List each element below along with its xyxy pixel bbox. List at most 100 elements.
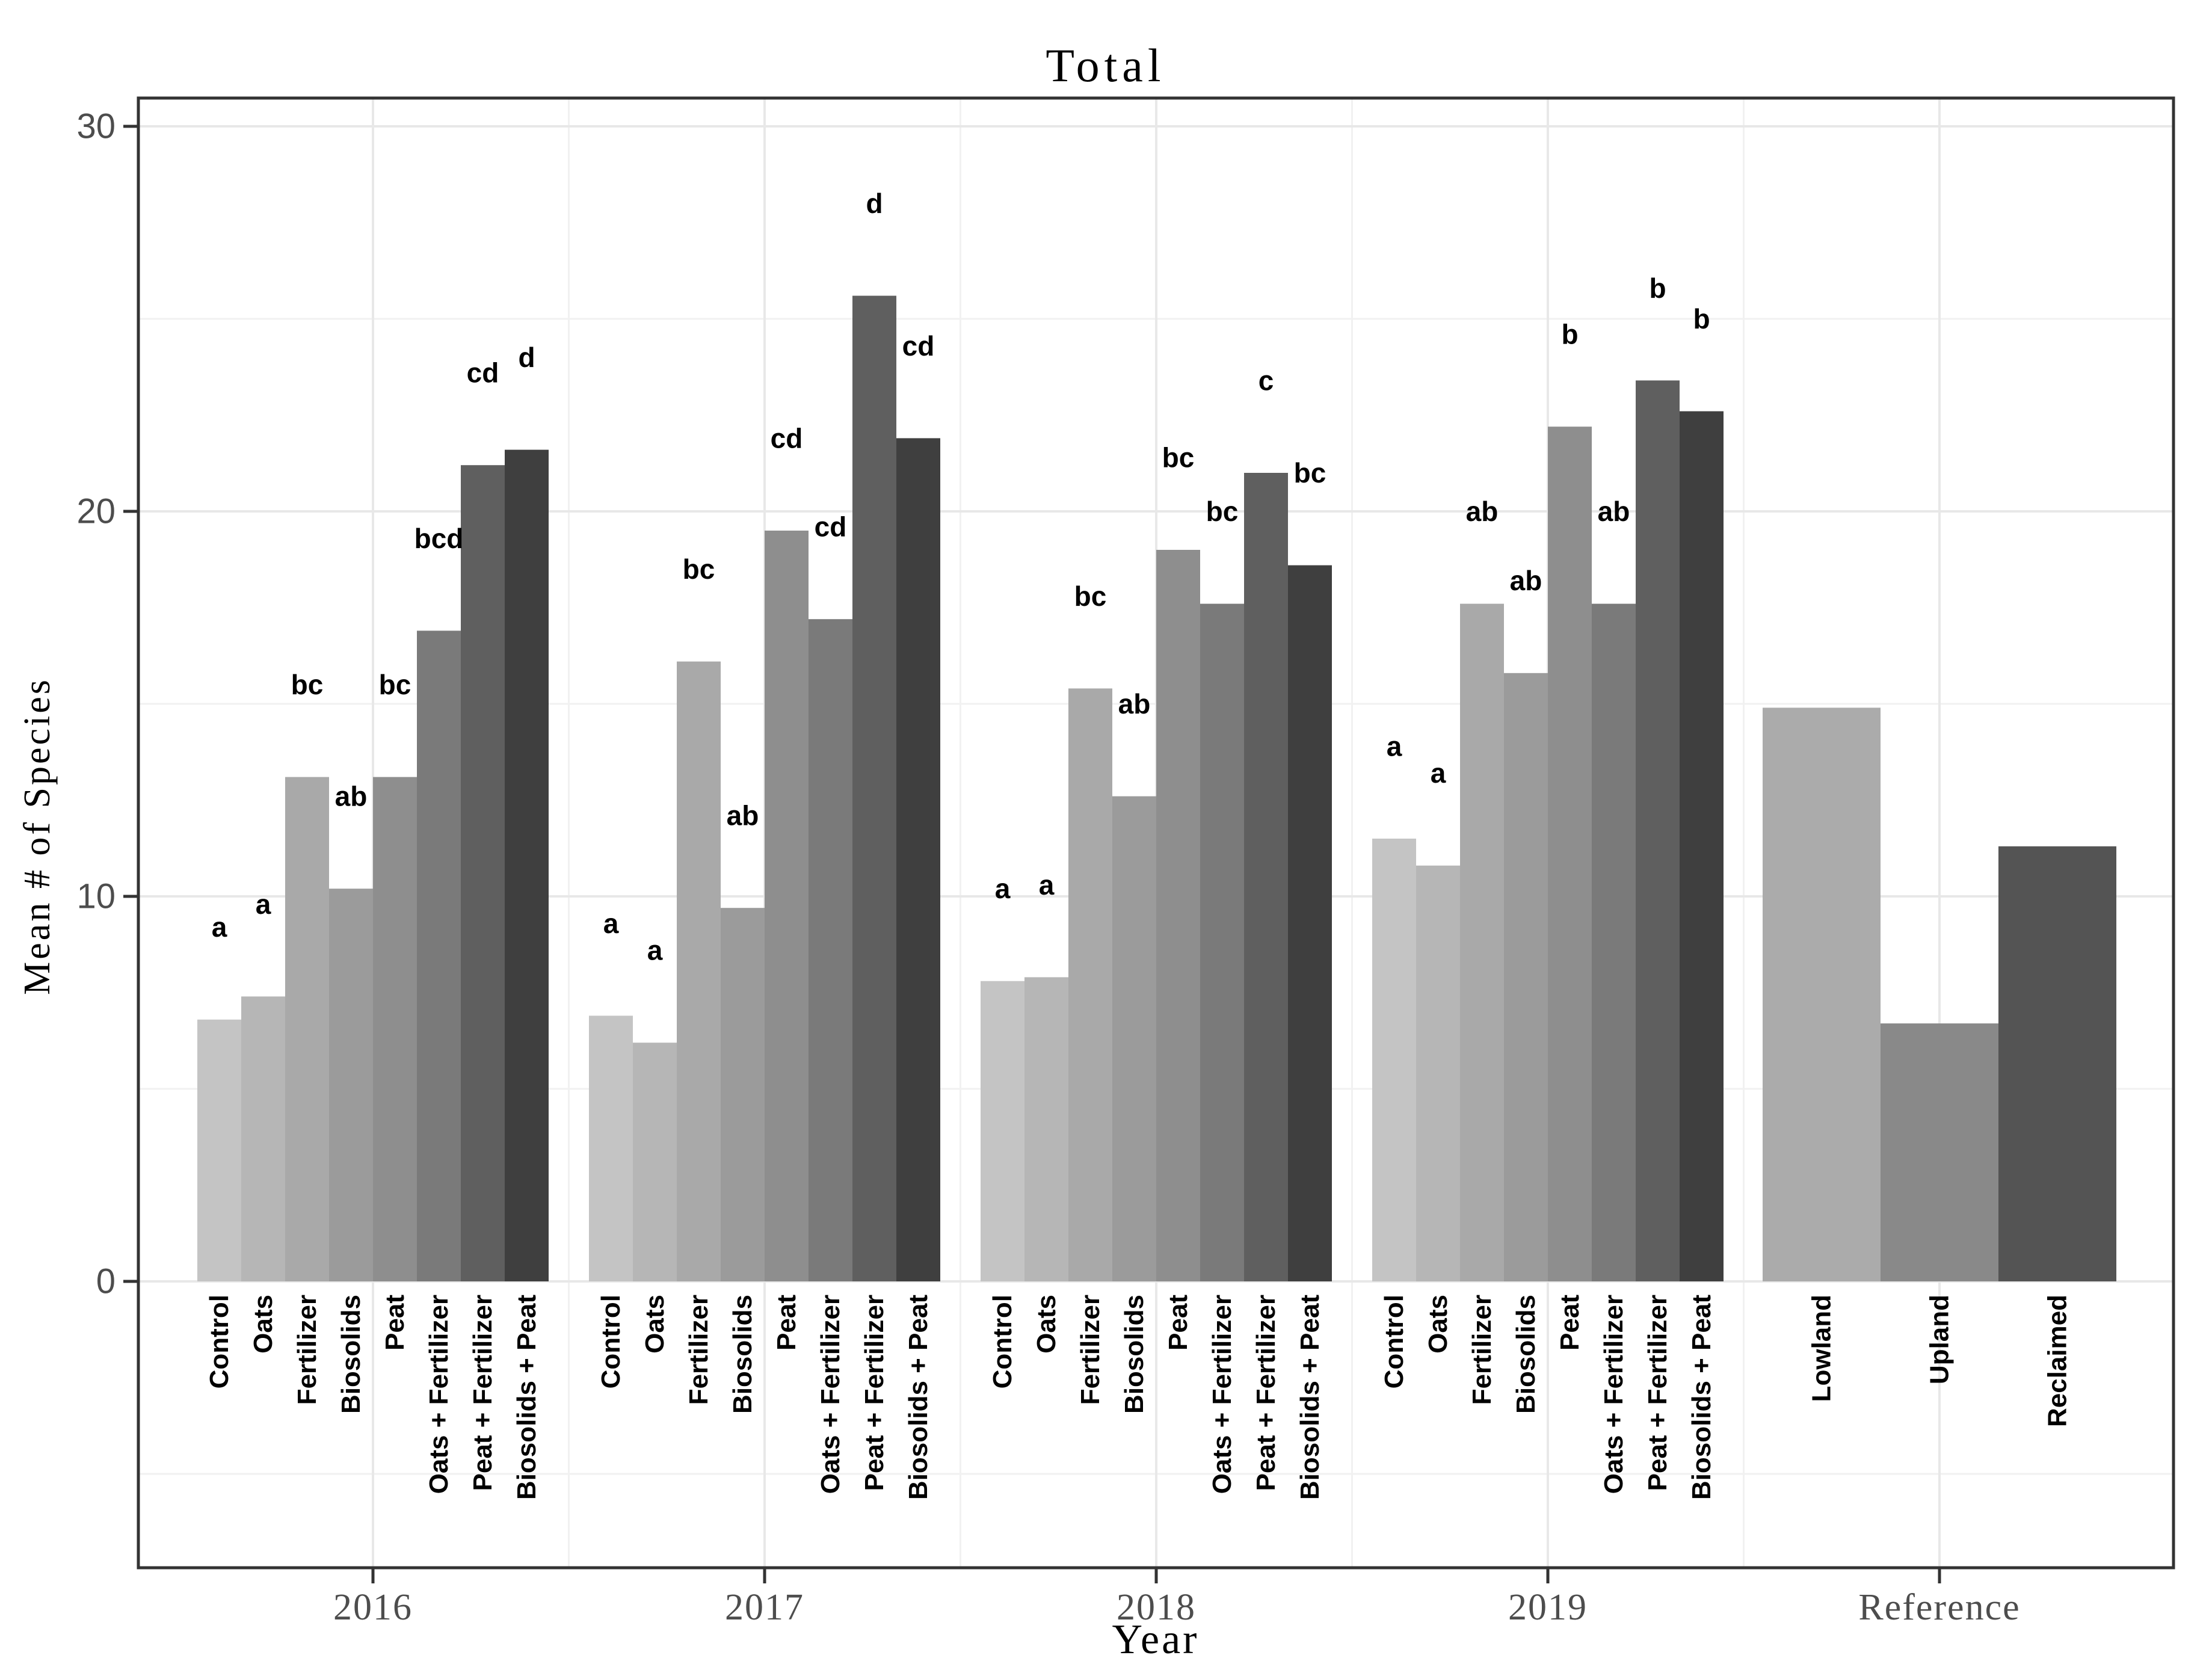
- treatment-label-2017-Oats + Fertilizer: Oats + Fertilizer: [816, 1295, 845, 1494]
- year-label-2019: 2019: [1508, 1587, 1588, 1628]
- bar-2019-Peat + Fertilizer: [1636, 380, 1680, 1281]
- y-tick-label-20: 20: [76, 492, 116, 531]
- treatment-label-2019-Control: Control: [1379, 1295, 1409, 1388]
- bar-2019-Oats + Fertilizer: [1592, 603, 1636, 1281]
- bar-2018-Fertilizer: [1068, 688, 1112, 1281]
- bar-2019-Oats: [1416, 865, 1460, 1281]
- sig-letter-2016-Biosolids + Peat: d: [518, 342, 535, 373]
- sig-letter-2019-Oats: a: [1431, 757, 1446, 789]
- sig-letter-2016-Oats: a: [256, 889, 271, 920]
- bar-2018-Oats + Fertilizer: [1200, 603, 1244, 1281]
- treatment-label-2017-Peat: Peat: [772, 1295, 801, 1351]
- bar-2016-Peat: [373, 777, 417, 1281]
- year-label-2018: 2018: [1117, 1587, 1196, 1628]
- bar-2019-Fertilizer: [1460, 603, 1504, 1281]
- sig-letter-2019-Fertilizer: ab: [1466, 496, 1499, 527]
- bar-2019-Biosolids: [1504, 673, 1548, 1281]
- sig-letter-2016-Control: a: [212, 911, 227, 943]
- treatment-label-2019-Fertilizer: Fertilizer: [1467, 1295, 1497, 1405]
- year-label-2016: 2016: [333, 1587, 413, 1628]
- y-tick-labels: 0 10 20 30: [76, 107, 116, 1301]
- treatment-label-2019-Oats + Fertilizer: Oats + Fertilizer: [1599, 1295, 1628, 1494]
- bar-Reference-Upland: [1881, 1023, 1998, 1281]
- bar-2018-Biosolids: [1112, 796, 1156, 1281]
- sig-letter-2017-Control: a: [603, 908, 619, 939]
- bar-2017-Biosolids: [721, 908, 765, 1281]
- sig-letter-2019-Control: a: [1387, 730, 1402, 762]
- bar-2017-Peat + Fertilizer: [852, 295, 896, 1282]
- sig-letter-2019-Oats + Fertilizer: ab: [1598, 496, 1630, 527]
- bar-2019-Control: [1372, 839, 1416, 1281]
- sig-letter-2019-Peat: b: [1561, 319, 1578, 350]
- treatment-label-2019-Biosolids + Peat: Biosolids + Peat: [1687, 1295, 1716, 1500]
- sig-letter-2018-Fertilizer: bc: [1074, 581, 1107, 612]
- sig-letter-2018-Biosolids + Peat: bc: [1294, 457, 1326, 488]
- sig-letter-2017-Oats: a: [647, 935, 663, 966]
- bar-2016-Peat + Fertilizer: [461, 465, 505, 1282]
- chart-title: Total: [1046, 39, 1165, 91]
- bar-2018-Peat + Fertilizer: [1244, 473, 1288, 1281]
- treatment-label-2017-Biosolids: Biosolids: [728, 1295, 757, 1414]
- treatment-label-2017-Biosolids + Peat: Biosolids + Peat: [904, 1295, 933, 1500]
- treatment-label-2019-Peat + Fertilizer: Peat + Fertilizer: [1643, 1295, 1672, 1491]
- bar-2016-Control: [197, 1019, 241, 1281]
- y-tick-label-10: 10: [76, 877, 116, 916]
- treatment-label-2017-Oats: Oats: [640, 1295, 670, 1354]
- treatment-tick-labels: Control Oats Fertilizer Biosolids Peat Oats +…: [205, 1295, 2072, 1500]
- treatment-label-2016-Biosolids: Biosolids: [336, 1295, 366, 1414]
- bar-2018-Peat: [1156, 550, 1200, 1281]
- bar-Reference-Lowland: [1763, 707, 1881, 1281]
- sig-letter-2016-Fertilizer: bc: [291, 669, 324, 700]
- year-label-2017: 2017: [725, 1587, 804, 1628]
- sig-letter-2019-Peat + Fertilizer: b: [1649, 273, 1666, 304]
- treatment-label-2016-Oats + Fertilizer: Oats + Fertilizer: [424, 1295, 454, 1494]
- bar-2018-Control: [981, 981, 1024, 1281]
- treatment-label-2016-Oats: Oats: [248, 1295, 278, 1354]
- treatment-label-2018-Fertilizer: Fertilizer: [1076, 1295, 1105, 1405]
- sig-letter-2019-Biosolids: ab: [1510, 565, 1542, 596]
- sig-letter-2019-Biosolids + Peat: b: [1693, 303, 1710, 334]
- bar-2019-Peat: [1548, 427, 1592, 1282]
- treatment-label-2018-Peat + Fertilizer: Peat + Fertilizer: [1251, 1295, 1281, 1491]
- bar-2017-Oats + Fertilizer: [809, 619, 852, 1281]
- sig-letter-2018-Oats + Fertilizer: bc: [1206, 496, 1239, 527]
- y-tick-label-30: 30: [76, 107, 116, 146]
- bar-2017-Peat: [765, 531, 809, 1281]
- treatment-label-2016-Peat + Fertilizer: Peat + Fertilizer: [468, 1295, 498, 1491]
- y-axis-title: Mean # of Species: [17, 677, 58, 995]
- treatment-label-2016-Control: Control: [205, 1295, 234, 1388]
- sig-letter-2017-Biosolids + Peat: cd: [902, 330, 935, 362]
- treatment-label-2017-Fertilizer: Fertilizer: [684, 1295, 713, 1405]
- sig-letter-2016-Biosolids: ab: [335, 781, 368, 812]
- sig-letter-2018-Peat + Fertilizer: c: [1258, 365, 1274, 396]
- treatment-label-2018-Oats + Fertilizer: Oats + Fertilizer: [1207, 1295, 1237, 1494]
- sig-letter-2016-Peat: bc: [379, 669, 411, 700]
- treatment-label-2018-Biosolids + Peat: Biosolids + Peat: [1295, 1295, 1325, 1500]
- bar-2017-Biosolids + Peat: [896, 438, 940, 1281]
- bar-2019-Biosolids + Peat: [1680, 411, 1724, 1281]
- sig-letter-2017-Peat + Fertilizer: d: [866, 188, 883, 219]
- bar-Reference-Reclaimed: [1998, 846, 2116, 1281]
- bar-2018-Oats: [1024, 977, 1068, 1281]
- sig-letter-2017-Oats + Fertilizer: cd: [815, 511, 847, 543]
- bar-2016-Oats: [241, 996, 285, 1281]
- bar-2018-Biosolids + Peat: [1288, 565, 1332, 1281]
- sig-letter-2018-Control: a: [995, 873, 1011, 904]
- treatment-label-Reference-Upland: Upland: [1925, 1295, 1955, 1384]
- treatment-label-2016-Peat: Peat: [380, 1295, 410, 1351]
- sig-letter-2016-Peat + Fertilizer: cd: [467, 357, 499, 389]
- treatment-label-2019-Oats: Oats: [1423, 1295, 1453, 1354]
- treatment-label-2017-Peat + Fertilizer: Peat + Fertilizer: [860, 1295, 889, 1491]
- treatment-label-2016-Fertilizer: Fertilizer: [292, 1295, 322, 1405]
- bar-2016-Oats + Fertilizer: [417, 630, 461, 1281]
- bar-2017-Fertilizer: [677, 661, 721, 1281]
- treatment-label-2017-Control: Control: [596, 1295, 626, 1388]
- sig-letter-2018-Biosolids: ab: [1118, 688, 1151, 719]
- sig-letter-2016-Oats + Fertilizer: bcd: [414, 523, 464, 554]
- treatment-label-2018-Oats: Oats: [1032, 1295, 1061, 1354]
- sig-letter-2018-Peat: bc: [1162, 442, 1195, 473]
- x-axis-title: Year: [1112, 1616, 1200, 1663]
